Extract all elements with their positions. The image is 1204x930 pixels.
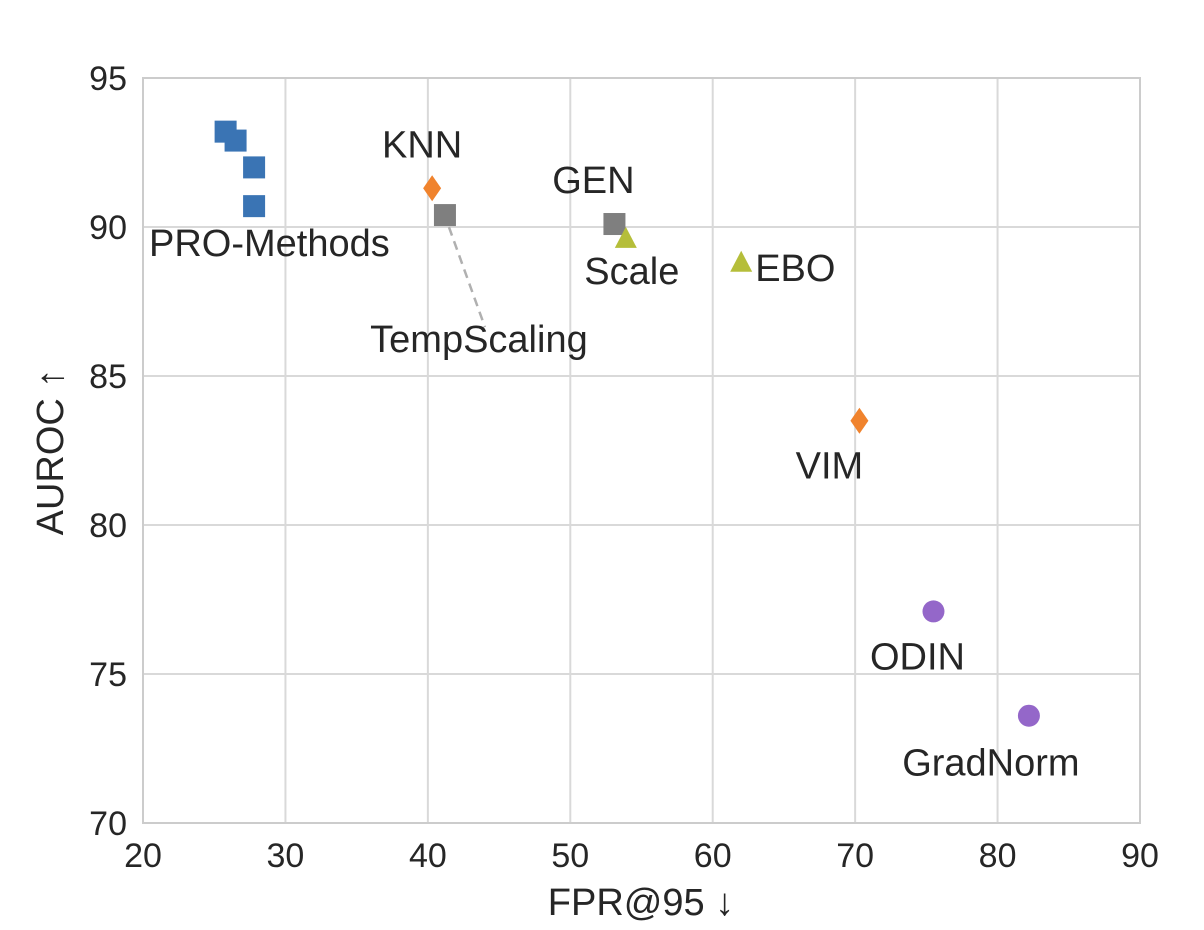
- knn-label: KNN: [382, 124, 462, 166]
- pro-methods-point: [243, 195, 266, 218]
- data-points: [214, 120, 1040, 727]
- knn-point: [423, 175, 442, 202]
- pro-methods-point: [224, 129, 247, 152]
- x-tick-label: 70: [836, 837, 874, 875]
- plot-frame: [142, 77, 1141, 824]
- y-tick-labels: 70 75 80 85 90 95: [89, 60, 127, 843]
- y-tick-label: 95: [89, 60, 127, 98]
- tempscaling-leader-line: [447, 226, 487, 328]
- scale-point: [614, 226, 637, 248]
- vim-label: VIM: [796, 446, 864, 488]
- x-tick-labels: 20 30 40 50 60 70 80 90: [124, 837, 1159, 875]
- x-tick-label: 40: [409, 837, 447, 875]
- scale-label: Scale: [584, 251, 679, 293]
- odin-label: ODIN: [870, 636, 965, 678]
- point-labels: PRO-Methods KNN TempScaling GEN Scale EBO VIM O…: [149, 124, 1080, 784]
- tempscaling-point: [433, 204, 456, 227]
- x-tick-label: 80: [979, 837, 1017, 875]
- odin-point: [922, 600, 945, 623]
- x-tick-label: 90: [1121, 837, 1159, 875]
- y-tick-label: 90: [89, 209, 127, 247]
- x-tick-label: 20: [124, 837, 162, 875]
- ebo-label: EBO: [755, 248, 835, 290]
- x-axis-label: FPR@95 ↓: [548, 882, 734, 924]
- y-tick-label: 80: [89, 507, 127, 545]
- gradnorm-point: [1017, 704, 1040, 727]
- plot-background: [143, 78, 1140, 823]
- gradnorm-label: GradNorm: [902, 743, 1079, 785]
- x-tick-label: 30: [267, 837, 305, 875]
- pro-methods-label: PRO-Methods: [149, 223, 390, 265]
- x-tick-label: 60: [694, 837, 732, 875]
- gen-point: [603, 213, 626, 236]
- gen-label: GEN: [552, 160, 634, 202]
- y-tick-label: 85: [89, 358, 127, 396]
- y-tick-label: 70: [89, 805, 127, 843]
- y-axis-label: AUROC ↑: [30, 369, 72, 536]
- ebo-point: [730, 250, 753, 272]
- tempscaling-label: TempScaling: [370, 319, 588, 361]
- pro-methods-point: [243, 156, 266, 179]
- vim-point: [850, 407, 869, 434]
- x-tick-label: 50: [551, 837, 589, 875]
- y-tick-label: 75: [89, 656, 127, 694]
